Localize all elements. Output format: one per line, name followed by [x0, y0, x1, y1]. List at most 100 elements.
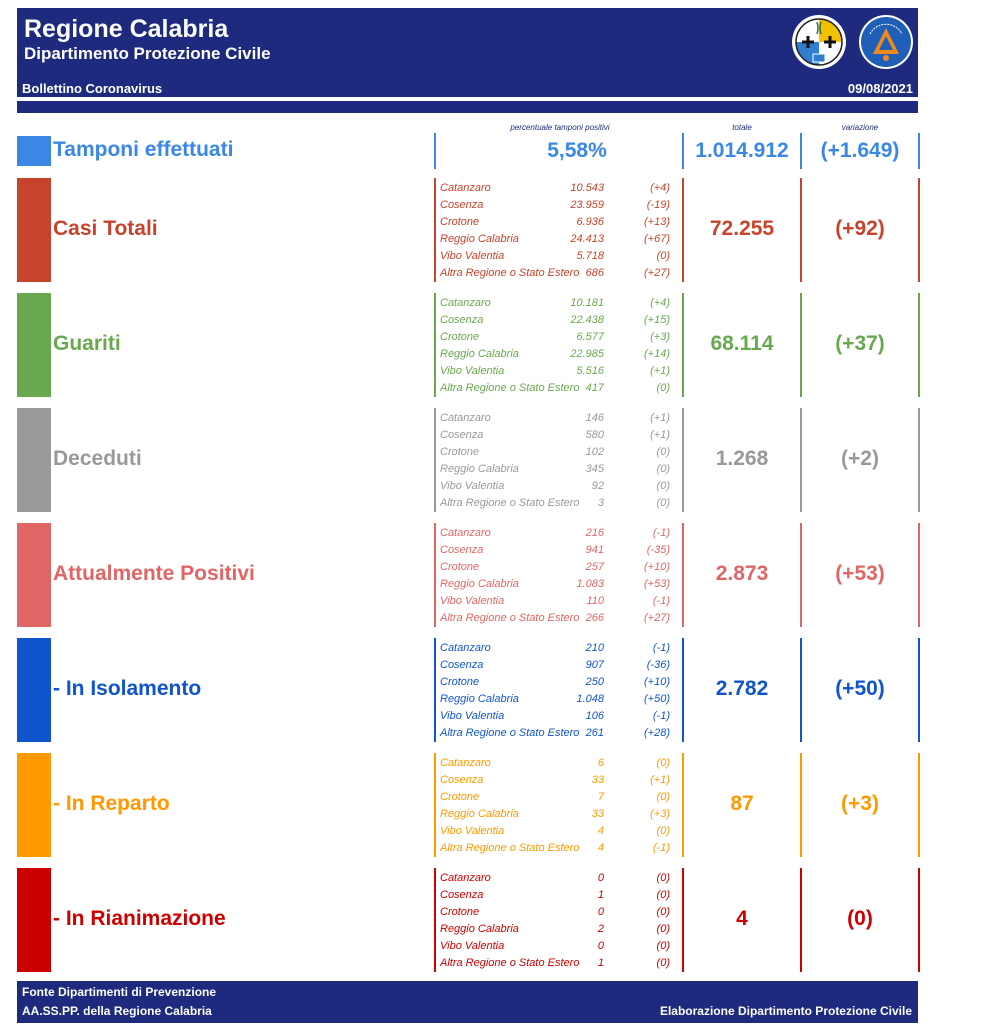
province-name: Reggio Calabria [440, 808, 519, 820]
province-delta: (-1) [652, 642, 670, 654]
province-delta: (-1) [652, 710, 670, 722]
list-item: Reggio Calabria 345 (0) [440, 461, 680, 478]
province-name: Altra Regione o Stato Estero [440, 267, 580, 279]
province-delta: (+10) [644, 676, 670, 688]
list-item: Reggio Calabria 1.048 (+50) [440, 691, 680, 708]
province-value: 0 [597, 872, 604, 884]
reparto-section: - In Reparto Catanzaro 6 (0) Cosenza 33 (+1) Cr… [17, 753, 922, 857]
province-delta: (+14) [644, 348, 670, 360]
list-item: Altra Regione o Stato Estero 417 (0) [440, 380, 680, 397]
deceduti-province-list: Catanzaro 146 (+1) Cosenza 580 (+1) Crotone 102… [440, 410, 680, 512]
province-value: 7 [597, 791, 604, 803]
province-value: 1 [597, 957, 604, 969]
province-name: Crotone [440, 791, 480, 803]
casi-swatch [17, 178, 51, 282]
divider [918, 523, 920, 627]
province-delta: (+67) [644, 233, 670, 245]
guariti-label: Guariti [53, 332, 121, 355]
province-delta: (+3) [650, 808, 670, 820]
divider [800, 133, 802, 169]
province-delta: (+1) [650, 429, 670, 441]
province-value: 250 [585, 676, 604, 688]
province-value: 4 [597, 842, 604, 854]
divider [434, 753, 436, 857]
bulletin-bar: Bollettino Coronavirus 09/08/2021 [17, 80, 918, 97]
province-name: Cosenza [440, 889, 484, 901]
list-item: Catanzaro 0 (0) [440, 870, 680, 887]
divider [434, 523, 436, 627]
list-item: Crotone 102 (0) [440, 444, 680, 461]
province-delta: (0) [656, 791, 670, 803]
province-value: 6.577 [576, 331, 604, 343]
divider [918, 408, 920, 512]
tamponi-label: Tamponi effettuati [53, 138, 234, 161]
deceduti-swatch [17, 408, 51, 512]
province-name: Cosenza [440, 659, 484, 671]
list-item: Crotone 257 (+10) [440, 559, 680, 576]
divider [800, 408, 802, 512]
positivi-province-list: Catanzaro 216 (-1) Cosenza 941 (-35) Crotone 25… [440, 525, 680, 627]
list-item: Catanzaro 210 (-1) [440, 640, 680, 657]
list-item: Reggio Calabria 1.083 (+53) [440, 576, 680, 593]
header-strip [17, 101, 918, 113]
list-item: Crotone 6.936 (+13) [440, 214, 680, 231]
variation-column-header: variazione [841, 123, 879, 132]
isolamento-province-list: Catanzaro 210 (-1) Cosenza 907 (-36) Crotone 25… [440, 640, 680, 742]
divider [918, 868, 920, 972]
tamponi-percent: 5,58% [547, 139, 607, 162]
province-name: Reggio Calabria [440, 578, 519, 590]
list-item: Crotone 7 (0) [440, 789, 680, 806]
province-name: Catanzaro [440, 297, 491, 309]
province-delta: (+1) [650, 365, 670, 377]
list-item: Catanzaro 216 (-1) [440, 525, 680, 542]
province-value: 1.048 [576, 693, 604, 705]
province-delta: (0) [656, 497, 670, 509]
province-delta: (-19) [646, 199, 670, 211]
list-item: Crotone 0 (0) [440, 904, 680, 921]
divider [682, 408, 684, 512]
list-item: Cosenza 33 (+1) [440, 772, 680, 789]
page-subtitle: Dipartimento Protezione Civile [24, 44, 271, 63]
divider [682, 753, 684, 857]
bulletin-date: 09/08/2021 [847, 81, 913, 96]
divider [682, 178, 684, 282]
tamponi-swatch [17, 136, 51, 166]
province-name: Reggio Calabria [440, 463, 519, 475]
province-delta: (0) [656, 382, 670, 394]
divider [800, 178, 802, 282]
divider [800, 753, 802, 857]
rianimazione-swatch [17, 868, 51, 972]
province-delta: (+13) [644, 216, 670, 228]
province-delta: (0) [656, 872, 670, 884]
list-item: Catanzaro 146 (+1) [440, 410, 680, 427]
list-item: Vibo Valentia 4 (0) [440, 823, 680, 840]
tamponi-total: 1.014.912 [695, 139, 789, 162]
divider [434, 638, 436, 742]
province-delta: (+10) [644, 561, 670, 573]
province-value: 1 [597, 889, 604, 901]
province-name: Catanzaro [440, 757, 491, 769]
deceduti-section: Deceduti Catanzaro 146 (+1) Cosenza 580 (+1) Cr… [17, 408, 922, 512]
province-delta: (+27) [644, 612, 670, 624]
list-item: Vibo Valentia 110 (-1) [440, 593, 680, 610]
divider [918, 133, 920, 169]
isolamento-variation: (+50) [835, 677, 885, 700]
province-value: 1.083 [576, 578, 604, 590]
province-name: Reggio Calabria [440, 348, 519, 360]
divider [918, 638, 920, 742]
province-delta: (0) [656, 757, 670, 769]
footer-source: Fonte Dipartimenti di Prevenzione [22, 985, 217, 999]
reparto-total: 87 [730, 792, 754, 815]
province-name: Crotone [440, 446, 480, 458]
province-value: 5.718 [576, 250, 604, 262]
province-value: 6 [597, 757, 604, 769]
province-value: 580 [585, 429, 604, 441]
province-name: Vibo Valentia [440, 595, 505, 607]
province-name: Altra Regione o Stato Estero [440, 612, 580, 624]
province-delta: (0) [656, 923, 670, 935]
province-delta: (-35) [646, 544, 670, 556]
footer-credit: Elaborazione Dipartimento Protezione Civ… [659, 1004, 912, 1018]
province-name: Catanzaro [440, 182, 491, 194]
list-item: Catanzaro 6 (0) [440, 755, 680, 772]
province-name: Crotone [440, 331, 480, 343]
